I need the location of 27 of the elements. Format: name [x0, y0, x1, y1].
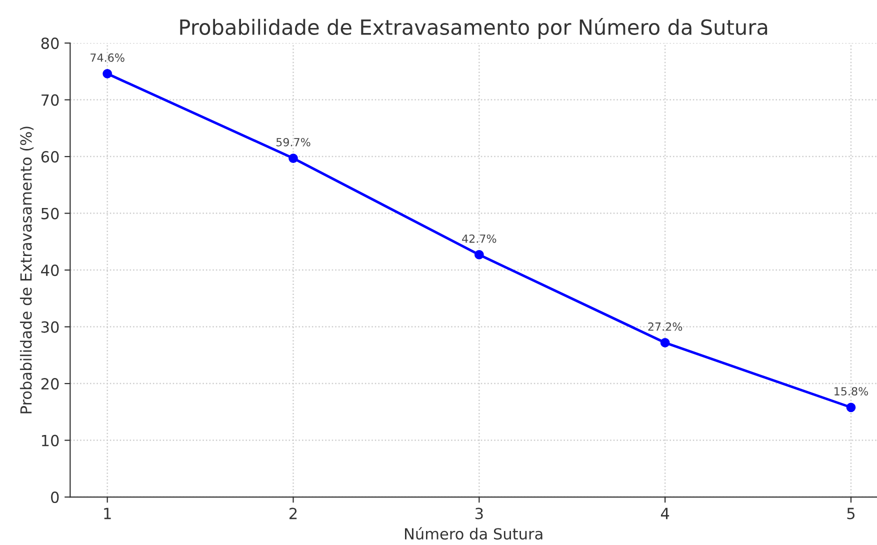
y-tick-label: 40: [41, 264, 59, 276]
x-tick-label: 4: [660, 508, 670, 520]
x-tick-label: 5: [847, 508, 854, 520]
y-tick-label: 10: [42, 434, 59, 446]
x-tick-label: 2: [290, 508, 297, 520]
y-tick-label: 20: [41, 378, 59, 390]
y-tick-label: 50: [41, 208, 59, 220]
y-tick-label: 30: [41, 321, 59, 333]
data-label: 59.7%: [276, 138, 310, 146]
data-label: 42.7%: [462, 234, 496, 243]
chart-title: Probabilidade de Extravasamento por Número da Sutura: [180, 18, 768, 40]
point: [846, 402, 856, 412]
x-tick-label: 3: [475, 508, 483, 520]
x-axis-title: Número da Sutura: [405, 527, 542, 540]
data-label: 27.2%: [648, 322, 682, 331]
point: [102, 69, 112, 78]
y-tick-label: 0: [51, 492, 59, 504]
data-label: 74.6%: [90, 53, 124, 62]
point: [288, 154, 298, 163]
x-tick-label: 1: [104, 508, 111, 520]
data-label: 15.8%: [834, 387, 868, 396]
point: [474, 250, 484, 260]
point: [660, 338, 670, 348]
y-tick-label: 60: [41, 151, 59, 163]
y-axis-title: Probabilidade de Extravasamento (%): [20, 126, 34, 414]
y-tick-label: 80: [41, 38, 59, 50]
y-tick-label: 70: [42, 94, 59, 106]
